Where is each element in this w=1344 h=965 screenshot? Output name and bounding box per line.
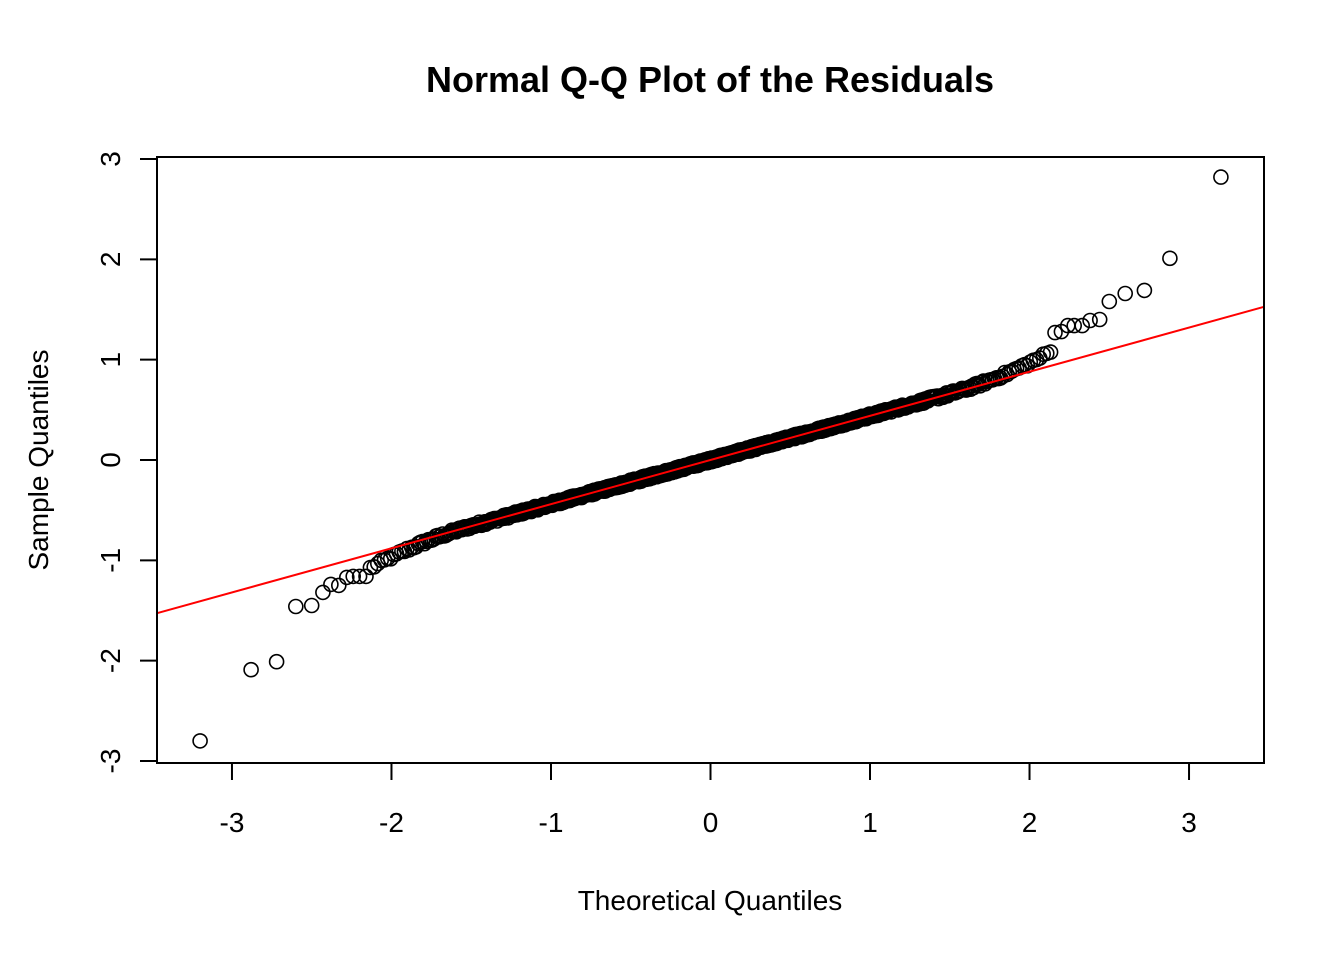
data-point (1213, 169, 1229, 185)
data-point (1074, 317, 1090, 334)
y-tick-label: -2 (95, 648, 126, 673)
data-point (345, 568, 362, 585)
y-tick-label: -3 (95, 749, 126, 774)
data-point (268, 653, 285, 670)
data-point (243, 661, 259, 678)
y-axis-title: Sample Quantiles (23, 349, 54, 570)
data-point (1042, 344, 1059, 360)
x-tick-label: 1 (862, 807, 878, 838)
data-point (1136, 282, 1153, 299)
x-tick-label: -1 (539, 807, 564, 838)
x-tick-label: -2 (379, 807, 404, 838)
data-point (323, 576, 339, 593)
x-tick-label: 0 (703, 807, 719, 838)
reference-line (156, 305, 1265, 615)
y-tick-label: 0 (95, 452, 126, 468)
y-axis: -3 -2 -1 0 1 2 3 (95, 151, 158, 774)
data-point (358, 568, 374, 585)
data-point (287, 598, 304, 615)
y-tick-label: 3 (95, 151, 126, 167)
x-tick-label: 3 (1181, 807, 1197, 838)
data-point (315, 584, 331, 601)
y-tick-label: 2 (95, 252, 126, 268)
data-point (1047, 324, 1063, 341)
data-point (351, 568, 368, 585)
y-tick-label: -1 (95, 548, 126, 573)
data-point (1091, 311, 1108, 328)
chart-title: Normal Q-Q Plot of the Residuals (426, 59, 994, 100)
x-axis: -3 -2 -1 0 1 2 3 (220, 762, 1197, 838)
data-point (330, 577, 347, 594)
data-point (303, 597, 320, 614)
y-tick-label: 1 (95, 352, 126, 368)
x-axis-title: Theoretical Quantiles (578, 885, 843, 916)
data-point (1162, 250, 1178, 267)
data-point (1117, 285, 1133, 302)
data-point (338, 569, 355, 586)
data-point (192, 733, 208, 749)
x-tick-label: 2 (1022, 807, 1038, 838)
data-point (1101, 293, 1118, 310)
data-point (1082, 312, 1098, 329)
x-tick-label: -3 (220, 807, 245, 838)
data-point (1066, 317, 1082, 334)
